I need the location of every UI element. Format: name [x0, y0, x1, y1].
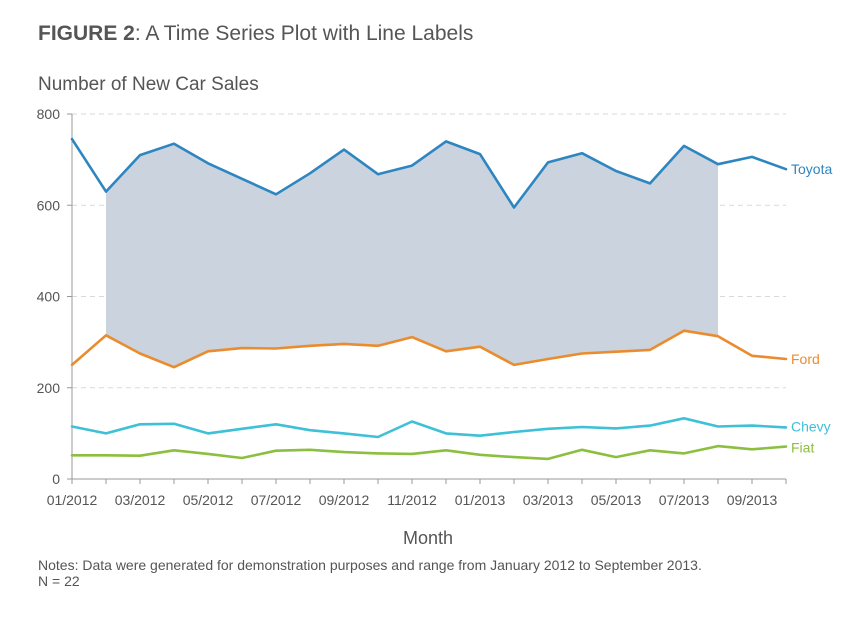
x-axis-title: Month [403, 528, 453, 548]
shaded-band-area [106, 141, 718, 368]
series-line-chevy [70, 417, 788, 439]
series-labels: Toyota Ford Chevy Fiat [791, 161, 832, 455]
figure-title: FIGURE 2: A Time Series Plot with Line L… [38, 22, 473, 46]
y-tick-label-400: 400 [37, 289, 61, 305]
figure-title-text: : A Time Series Plot with Line Labels [134, 22, 474, 45]
x-tick-label-07/2012: 07/2012 [251, 492, 302, 508]
figure-label: FIGURE 2 [38, 22, 135, 45]
series-label-fiat: Fiat [791, 440, 814, 456]
series-line-ford [70, 329, 788, 369]
series-line-toyota [70, 137, 788, 209]
x-tick-label-07/2013: 07/2013 [659, 492, 710, 508]
notes-line-2: N = 22 [38, 573, 80, 589]
notes-line-1: Notes: Data were generated for demonstra… [38, 557, 702, 573]
series-label-chevy: Chevy [791, 418, 831, 434]
x-tick-label-09/2013: 09/2013 [727, 492, 778, 508]
series-lines [70, 137, 788, 461]
y-tick-label-800: 800 [37, 106, 61, 122]
series-label-ford: Ford [791, 351, 820, 367]
series-label-toyota: Toyota [791, 161, 832, 177]
x-tick-label-01/2012: 01/2012 [47, 492, 98, 508]
y-tick-label-0: 0 [52, 471, 60, 487]
y-tick-label-200: 200 [37, 380, 61, 396]
x-tick-label-03/2013: 03/2013 [523, 492, 574, 508]
axes: 0 200 400 600 800 01/2012 03/2012 05/2012 07/201… [37, 106, 787, 508]
y-axis-title: Number of New Car Sales [38, 74, 259, 95]
x-tick-label-09/2012: 09/2012 [319, 492, 370, 508]
x-tick-label-03/2012: 03/2012 [115, 492, 166, 508]
y-tick-label-600: 600 [37, 197, 61, 213]
series-line-fiat [70, 444, 788, 461]
x-tick-label-05/2012: 05/2012 [183, 492, 234, 508]
shaded-band [106, 141, 718, 368]
x-tick-label-11/2012: 11/2012 [387, 492, 437, 508]
notes: Notes: Data were generated for demonstra… [38, 557, 702, 589]
x-tick-label-01/2013: 01/2013 [455, 492, 506, 508]
x-tick-label-05/2013: 05/2013 [591, 492, 642, 508]
